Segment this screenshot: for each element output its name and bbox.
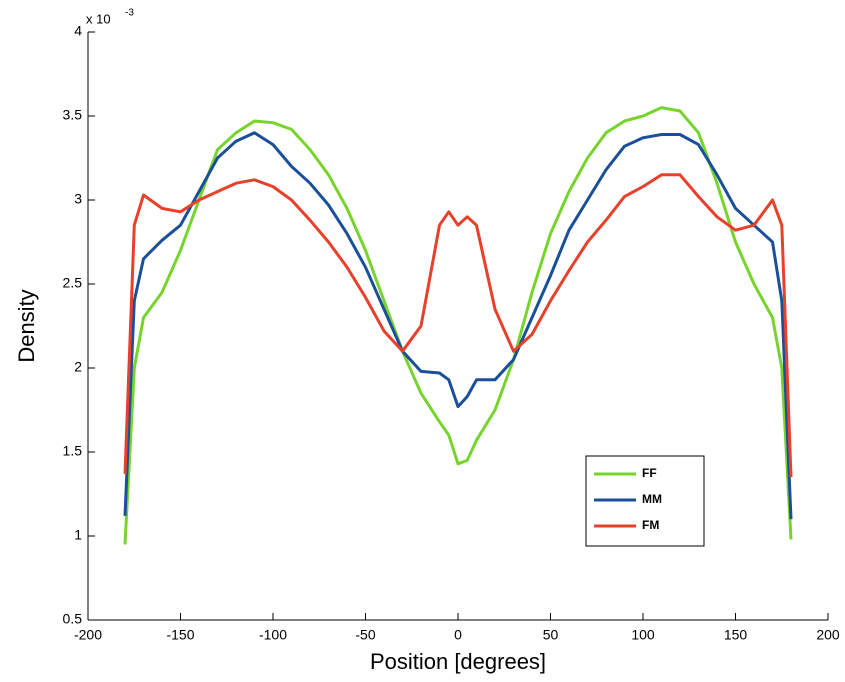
x-tick-label: 0 [454,627,462,643]
y-tick-label: 2.5 [63,275,83,291]
y-multiplier: x 10 [86,11,111,26]
y-tick-label: 3.5 [63,107,83,123]
legend-label: FF [642,466,657,480]
x-tick-label: -200 [74,627,102,643]
x-tick-label: -50 [355,627,375,643]
line [123,106,793,545]
line [123,173,793,478]
y-axis-label: Density [14,289,39,362]
line [123,131,793,520]
x-tick-label: 100 [631,627,655,643]
y-tick-label: 1 [74,527,82,543]
legend-label: MM [642,492,662,506]
x-axis-label: Position [degrees] [370,649,546,674]
y-tick-label: 1.5 [63,443,83,459]
y-tick-label: 3 [74,191,82,207]
x-tick-label: 150 [724,627,748,643]
x-tick-label: -150 [166,627,194,643]
x-tick-label: 50 [543,627,559,643]
legend-label: FM [642,518,659,532]
x-tick-label: -100 [259,627,287,643]
y-tick-label: 0.5 [63,611,83,627]
x-tick-label: 200 [816,627,840,643]
y-tick-label: 4 [74,23,82,39]
y-tick-label: 2 [74,359,82,375]
y-multiplier-exponent: -3 [125,8,134,19]
